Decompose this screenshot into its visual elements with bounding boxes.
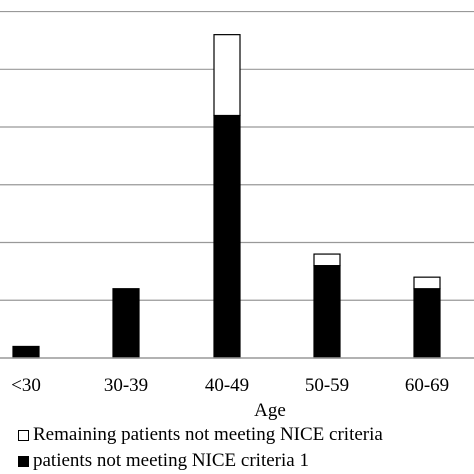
- legend-swatch-white: [18, 429, 29, 441]
- x-tick-label: 60-69: [405, 375, 449, 396]
- bar-criteria-1-0: [12, 345, 40, 359]
- bar-remaining-2: [213, 34, 241, 117]
- legend-item-criteria-1: patients not meeting NICE criteria 1: [18, 448, 383, 474]
- legend-label-criteria-1: patients not meeting NICE criteria 1: [33, 450, 309, 471]
- bar-remaining-3: [313, 253, 341, 267]
- bar-criteria-1-3: [313, 265, 341, 359]
- bars: [12, 34, 441, 359]
- bar-criteria-1-2: [213, 114, 241, 359]
- bar-criteria-1-4: [413, 288, 441, 359]
- x-tick-label: 50-59: [305, 375, 349, 396]
- legend-label-remaining: Remaining patients not meeting NICE crit…: [33, 424, 383, 445]
- bar-remaining-4: [413, 276, 441, 290]
- x-tick-label: <30: [11, 375, 41, 396]
- x-tick-label: 40-49: [205, 375, 249, 396]
- bar-criteria-1-1: [112, 288, 140, 359]
- legend: Remaining patients not meeting NICE crit…: [18, 422, 383, 474]
- x-axis-title: Age: [254, 400, 286, 421]
- x-tick-label: 30-39: [104, 375, 148, 396]
- x-tick-labels: <30 30-39 40-49 50-59 60-69: [11, 375, 449, 396]
- legend-swatch-black: [18, 455, 29, 467]
- legend-item-remaining: Remaining patients not meeting NICE crit…: [18, 422, 383, 448]
